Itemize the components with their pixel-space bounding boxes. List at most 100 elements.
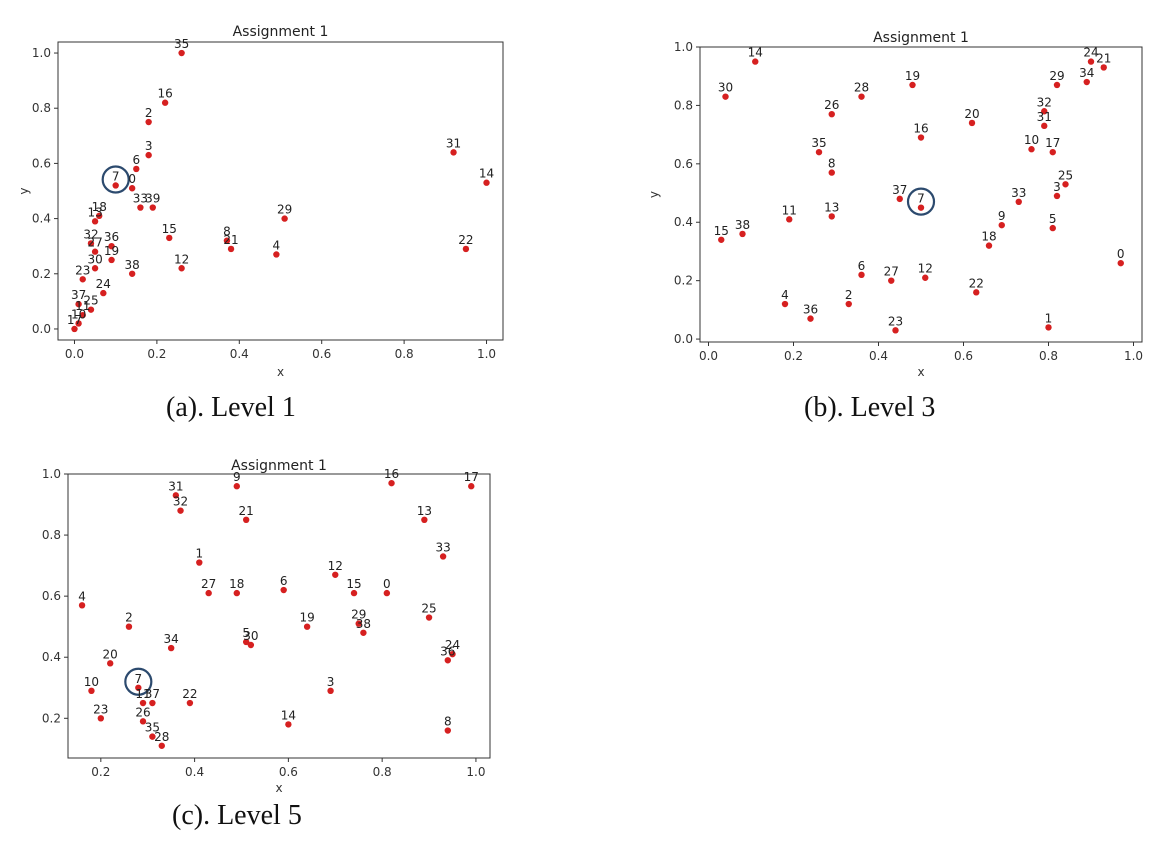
point-label-17: 17: [1045, 136, 1060, 150]
data-point-14: [483, 179, 490, 186]
y-tick-label: 1.0: [32, 46, 51, 60]
data-point-23: [892, 327, 899, 334]
y-tick-label: 0.6: [674, 157, 693, 171]
data-point-31: [172, 492, 180, 499]
point-label-10: 10: [71, 307, 86, 321]
point-label-31: 31: [168, 479, 183, 493]
data-point-35: [815, 148, 823, 156]
point-label-15: 15: [346, 577, 361, 591]
point-label-33: 33: [1011, 186, 1026, 200]
data-point-18: [233, 589, 240, 597]
x-tick-label: 1.0: [1124, 349, 1143, 363]
data-point-15: [350, 589, 358, 597]
data-point-36: [108, 242, 115, 250]
point-label-27: 27: [87, 236, 102, 250]
data-point-27: [91, 248, 99, 255]
data-point-10: [88, 687, 95, 695]
data-point-9: [998, 221, 1005, 229]
y-axis-label: y: [647, 191, 661, 198]
point-label-38: 38: [735, 218, 750, 232]
point-label-31: 31: [446, 136, 461, 150]
point-label-2: 2: [845, 288, 853, 302]
data-point-9: [233, 483, 240, 490]
point-label-18: 18: [981, 230, 996, 244]
data-point-7: [917, 204, 925, 211]
point-label-30: 30: [718, 81, 733, 95]
data-point-29: [1053, 81, 1061, 89]
data-point-30: [247, 641, 255, 649]
data-point-26: [828, 110, 835, 118]
point-label-34: 34: [1079, 66, 1094, 80]
point-label-5: 5: [1049, 212, 1057, 226]
y-tick-label: 0.2: [674, 274, 693, 288]
point-label-21: 21: [1096, 51, 1111, 65]
point-label-7: 7: [112, 169, 120, 183]
y-tick-label: 0.8: [32, 101, 51, 115]
point-label-38: 38: [356, 617, 371, 631]
data-point-22: [462, 245, 470, 253]
data-point-12: [922, 274, 929, 281]
point-label-14: 14: [479, 167, 494, 181]
data-point-7: [112, 182, 119, 189]
point-label-13: 13: [417, 504, 432, 518]
point-label-11: 11: [75, 299, 90, 313]
point-label-10: 10: [1024, 133, 1039, 147]
point-label-0: 0: [128, 172, 136, 186]
data-point-0: [383, 589, 391, 597]
point-label-14: 14: [281, 708, 296, 722]
point-label-33: 33: [435, 540, 450, 554]
point-label-29: 29: [351, 608, 366, 622]
data-point-32: [87, 240, 95, 247]
plot-frame: [699, 46, 1143, 343]
point-label-29: 29: [1049, 69, 1064, 83]
point-label-32: 32: [83, 227, 98, 241]
point-label-7: 7: [917, 192, 925, 206]
point-label-24: 24: [445, 638, 460, 652]
point-label-20: 20: [964, 107, 979, 121]
data-point-35: [178, 49, 185, 57]
scatter-panel-level-1: Assignment 1 x y 0.0 0.2 0.4 0.6 0.8 1.0 0.0 0.2 0.…: [0, 0, 560, 400]
point-label-28: 28: [854, 81, 869, 95]
data-point-16: [161, 99, 169, 106]
data-point-18: [985, 242, 993, 249]
point-label-37: 37: [892, 183, 907, 197]
data-point-30: [91, 265, 99, 272]
point-label-26: 26: [135, 705, 150, 719]
point-label-1: 1: [195, 547, 203, 561]
y-tick-label: 0.0: [674, 332, 693, 346]
data-point-6: [280, 586, 287, 594]
data-point-31: [1041, 122, 1048, 130]
x-tick-label: 0.2: [147, 347, 166, 361]
data-point-13: [421, 516, 428, 524]
scatter-panel-level-3: Assignment 1 x y 0.0 0.2 0.4 0.6 0.8 1.0 0.0 0.2 0.…: [640, 0, 1167, 400]
data-point-12: [178, 265, 185, 272]
point-label-20: 20: [103, 647, 118, 661]
data-point-34: [1083, 78, 1090, 86]
data-point-8: [828, 169, 835, 176]
point-label-36: 36: [440, 644, 455, 658]
data-point-27: [888, 277, 895, 284]
caption-level-1: (a). Level 1: [166, 392, 296, 423]
data-point-36: [444, 657, 451, 664]
x-tick-label: 0.4: [869, 349, 888, 363]
data-point-23: [79, 276, 86, 283]
data-point-37: [75, 300, 82, 308]
y-tick-label: 0.6: [32, 156, 51, 170]
data-point-24: [1087, 58, 1095, 65]
point-label-11: 11: [135, 687, 150, 701]
point-label-32: 32: [1037, 95, 1052, 109]
point-label-2: 2: [145, 106, 153, 120]
data-point-16: [388, 479, 395, 487]
data-point-35: [149, 733, 156, 740]
data-point-24: [100, 289, 107, 297]
y-tick-label: 0.4: [674, 215, 693, 229]
point-label-5: 5: [242, 626, 250, 640]
data-point-17: [71, 325, 78, 333]
data-point-28: [858, 93, 865, 100]
x-tick-label: 1.0: [466, 765, 485, 779]
data-point-3: [327, 687, 334, 695]
y-axis-label: y: [17, 187, 31, 194]
data-point-19: [909, 81, 916, 89]
point-label-17: 17: [464, 470, 479, 484]
data-point-20: [107, 660, 114, 667]
